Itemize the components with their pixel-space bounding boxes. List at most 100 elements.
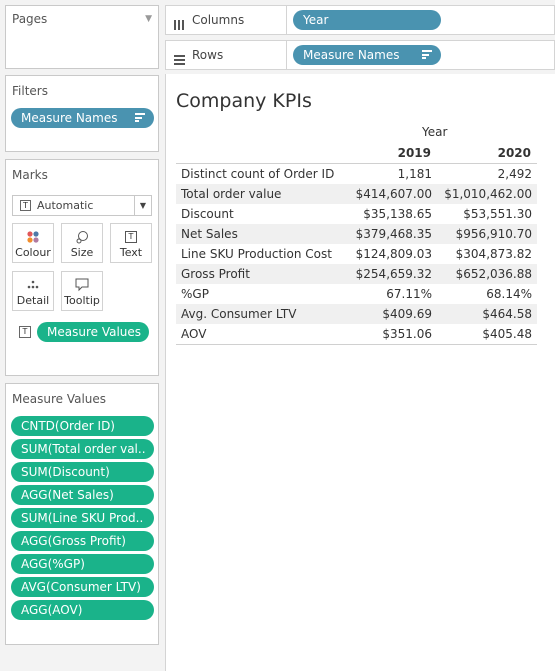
measure-value-pill[interactable]: AGG(Gross Profit) xyxy=(11,531,154,551)
size-button[interactable]: Size xyxy=(61,223,103,263)
colour-label: Colour xyxy=(15,246,51,259)
marks-pill-label: Measure Values xyxy=(47,325,142,339)
cell-value: $1,010,462.00 xyxy=(444,187,532,201)
measure-value-pill-label: SUM(Line SKU Prod.. xyxy=(21,511,144,525)
measure-value-pill[interactable]: CNTD(Order ID) xyxy=(11,416,154,436)
table-row[interactable]: AOV $351.06 $405.48 xyxy=(176,324,537,344)
measure-value-pill[interactable]: SUM(Line SKU Prod.. xyxy=(11,508,154,528)
filters-card: Filters Measure Names xyxy=(5,75,159,152)
table-row[interactable]: Total order value $414,607.00 $1,010,462.0… xyxy=(176,184,537,204)
detail-icon xyxy=(13,277,53,293)
cell-value: $464.58 xyxy=(482,307,532,321)
cell-value: 68.14% xyxy=(486,287,532,301)
measure-value-pill[interactable]: SUM(Discount) xyxy=(11,462,154,482)
text-button[interactable]: T Text xyxy=(110,223,152,263)
measure-value-pill[interactable]: AVG(Consumer LTV) xyxy=(11,577,154,597)
chevron-down-icon: ▼ xyxy=(134,196,151,215)
row-label: Line SKU Production Cost xyxy=(181,247,332,261)
row-label: Discount xyxy=(181,207,234,221)
pages-dropdown-arrow-icon[interactable]: ▼ xyxy=(145,14,152,24)
row-label: Avg. Consumer LTV xyxy=(181,307,297,321)
rows-icon xyxy=(174,50,185,65)
sort-icon xyxy=(135,113,145,122)
measure-value-pill-label: CNTD(Order ID) xyxy=(21,419,115,433)
column-header-2019[interactable]: 2019 xyxy=(397,146,431,160)
row-label: Distinct count of Order ID xyxy=(181,167,335,181)
columns-shelf: Columns Year xyxy=(165,5,555,35)
cell-value: $379,468.35 xyxy=(355,227,432,241)
table-row[interactable]: Net Sales $379,468.35 $956,910.70 xyxy=(176,224,537,244)
shelf-divider xyxy=(286,6,287,34)
measure-value-pill-label: AGG(Gross Profit) xyxy=(21,534,126,548)
text-icon: T xyxy=(111,229,151,245)
table-row[interactable]: Avg. Consumer LTV $409.69 $464.58 xyxy=(176,304,537,324)
detail-label: Detail xyxy=(16,294,50,307)
tooltip-icon xyxy=(62,277,102,293)
text-encoding-icon: T xyxy=(19,326,31,338)
cell-value: $35,138.65 xyxy=(363,207,432,221)
measure-value-pill-label: AGG(Net Sales) xyxy=(21,488,114,502)
rows-pill-measure-names[interactable]: Measure Names xyxy=(293,45,441,65)
cell-value: $409.69 xyxy=(382,307,432,321)
rows-shelf: Rows Measure Names xyxy=(165,40,555,70)
cell-value: 1,181 xyxy=(397,167,432,181)
cell-value: $351.06 xyxy=(382,327,432,341)
colour-icon xyxy=(13,229,53,245)
rows-label: Rows xyxy=(192,48,224,62)
measure-value-pill[interactable]: AGG(Net Sales) xyxy=(11,485,154,505)
marks-card: Marks T Automatic ▼ Colour Size T Text D… xyxy=(5,159,159,376)
columns-pill-year[interactable]: Year xyxy=(293,10,441,30)
mark-type-label: Automatic xyxy=(37,199,94,212)
cell-value: $53,551.30 xyxy=(463,207,532,221)
measure-value-pill[interactable]: SUM(Total order val.. xyxy=(11,439,154,459)
columns-label: Columns xyxy=(192,13,245,27)
header-divider xyxy=(176,163,537,164)
marks-title: Marks xyxy=(12,168,48,182)
rows-pill-label: Measure Names xyxy=(303,48,400,62)
column-header-2020[interactable]: 2020 xyxy=(497,146,531,160)
cell-value: $956,910.70 xyxy=(455,227,532,241)
table-bottom-divider xyxy=(176,344,537,345)
colour-button[interactable]: Colour xyxy=(12,223,54,263)
cell-value: $405.48 xyxy=(482,327,532,341)
measure-value-pill-label: AVG(Consumer LTV) xyxy=(21,580,141,594)
measure-value-pill-label: SUM(Discount) xyxy=(21,465,110,479)
detail-button[interactable]: Detail xyxy=(12,271,54,311)
measure-value-pill-label: AGG(AOV) xyxy=(21,603,83,617)
filter-pill-measure-names[interactable]: Measure Names xyxy=(11,108,154,128)
table-row[interactable]: %GP 67.11% 68.14% xyxy=(176,284,537,304)
row-label: %GP xyxy=(181,287,209,301)
sort-icon xyxy=(422,50,432,59)
row-label: AOV xyxy=(181,327,207,341)
measure-value-pill-label: SUM(Total order val.. xyxy=(21,442,146,456)
row-label: Net Sales xyxy=(181,227,238,241)
mark-type-dropdown[interactable]: T Automatic ▼ xyxy=(12,195,152,216)
cell-value: $254,659.32 xyxy=(355,267,432,281)
shelf-divider xyxy=(286,41,287,69)
table-row[interactable]: Line SKU Production Cost $124,809.03 $304,… xyxy=(176,244,537,264)
measure-value-pill-label: AGG(%GP) xyxy=(21,557,85,571)
cell-value: $414,607.00 xyxy=(355,187,432,201)
measure-value-pill[interactable]: AGG(AOV) xyxy=(11,600,154,620)
columns-pill-label: Year xyxy=(303,13,329,27)
text-label: Text xyxy=(119,246,143,259)
columns-icon xyxy=(174,15,185,30)
measure-values-title: Measure Values xyxy=(12,392,107,406)
size-label: Size xyxy=(70,246,94,259)
cell-value: 2,492 xyxy=(497,167,532,181)
filter-pill-label: Measure Names xyxy=(21,111,118,125)
table-row[interactable]: Discount $35,138.65 $53,551.30 xyxy=(176,204,537,224)
row-label: Total order value xyxy=(181,187,282,201)
tooltip-label: Tooltip xyxy=(64,294,100,307)
table-row[interactable]: Gross Profit $254,659.32 $652,036.88 xyxy=(176,264,537,284)
filters-title: Filters xyxy=(12,84,48,98)
cell-value: 67.11% xyxy=(386,287,432,301)
measure-value-pill[interactable]: AGG(%GP) xyxy=(11,554,154,574)
table-row[interactable]: Distinct count of Order ID 1,181 2,492 xyxy=(176,164,537,184)
tooltip-button[interactable]: Tooltip xyxy=(61,271,103,311)
pages-title: Pages xyxy=(12,12,48,26)
marks-pill-measure-values[interactable]: Measure Values xyxy=(37,322,149,342)
cell-value: $124,809.03 xyxy=(355,247,432,261)
measure-values-card: Measure Values CNTD(Order ID) SUM(Total o… xyxy=(5,383,159,645)
size-icon xyxy=(62,229,102,245)
